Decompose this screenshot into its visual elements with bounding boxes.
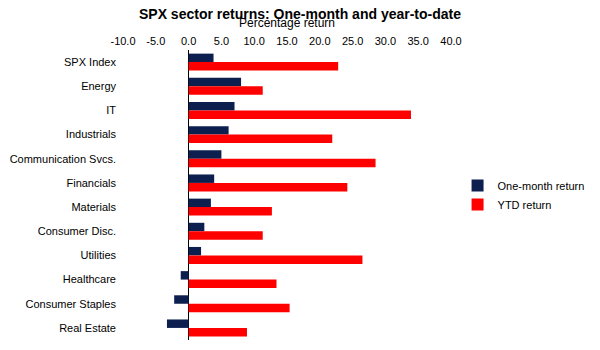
svg-text:Materials: Materials	[71, 201, 116, 213]
svg-text:Communication Svcs.: Communication Svcs.	[10, 153, 116, 165]
svg-text:IT: IT	[106, 104, 116, 116]
svg-text:Percentage return: Percentage return	[239, 16, 335, 30]
svg-text:YTD return: YTD return	[498, 199, 552, 211]
svg-text:Financials: Financials	[66, 177, 116, 189]
svg-text:30.0: 30.0	[375, 35, 396, 47]
svg-text:Industrials: Industrials	[66, 128, 117, 140]
svg-text:Utilities: Utilities	[81, 249, 117, 261]
svg-text:20.0: 20.0	[309, 35, 330, 47]
svg-text:SPX Index: SPX Index	[64, 56, 116, 68]
svg-text:10.0: 10.0	[243, 35, 264, 47]
svg-text:40.0: 40.0	[440, 35, 461, 47]
svg-text:-10.0: -10.0	[110, 35, 135, 47]
svg-text:Consumer Disc.: Consumer Disc.	[38, 225, 116, 237]
svg-text:-5.0: -5.0	[146, 35, 165, 47]
svg-text:Energy: Energy	[81, 80, 116, 92]
svg-text:SPX sector returns: One-month: SPX sector returns: One-month and year-t…	[139, 6, 461, 22]
svg-text:35.0: 35.0	[407, 35, 428, 47]
svg-text:One-month return: One-month return	[498, 180, 585, 192]
svg-text:25.0: 25.0	[342, 35, 363, 47]
svg-text:Consumer Staples: Consumer Staples	[26, 298, 117, 310]
svg-text:5.0: 5.0	[214, 35, 229, 47]
svg-text:0.0: 0.0	[181, 35, 196, 47]
svg-text:Healthcare: Healthcare	[63, 273, 116, 285]
svg-text:15.0: 15.0	[276, 35, 297, 47]
svg-text:Real Estate: Real Estate	[59, 322, 116, 334]
